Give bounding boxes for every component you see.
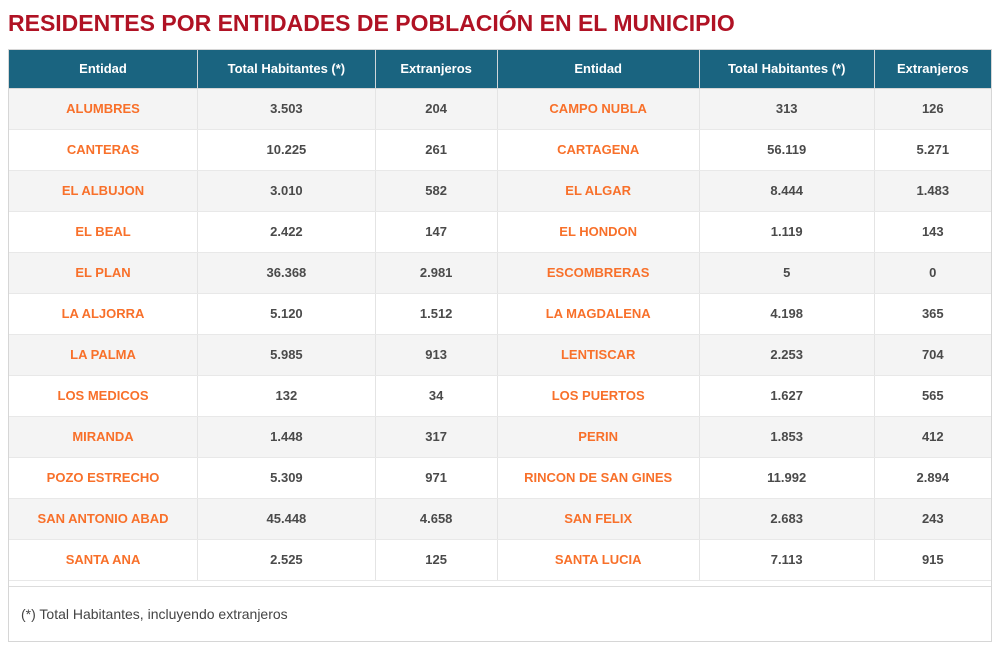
table-row: LA PALMA 5.985 913 LENTISCAR 2.253 704	[9, 334, 991, 376]
extranjeros-cell: 913	[375, 334, 498, 376]
table-row: LOS MEDICOS 132 34 LOS PUERTOS 1.627 565	[9, 375, 991, 417]
total-habitantes-cell: 2.253	[699, 334, 875, 376]
extranjeros-cell: 317	[375, 416, 498, 458]
entity-name-cell: EL PLAN	[9, 252, 199, 294]
table-row: EL BEAL 2.422 147 EL HONDON 1.119 143	[9, 211, 991, 253]
total-habitantes-cell: 5	[699, 252, 875, 294]
extranjeros-cell: 704	[874, 334, 991, 376]
extranjeros-cell: 582	[375, 170, 498, 212]
total-habitantes-cell: 8.444	[699, 170, 875, 212]
entity-name-cell: SAN FELIX	[497, 498, 700, 540]
table-header-row: Entidad Total Habitantes (*) Extranjeros…	[9, 50, 991, 89]
entity-name-cell: SANTA LUCIA	[497, 539, 700, 581]
table-row: SAN ANTONIO ABAD 45.448 4.658 SAN FELIX …	[9, 498, 991, 540]
total-habitantes-cell: 132	[197, 375, 376, 417]
table-row: EL PLAN 36.368 2.981 ESCOMBRERAS 5 0	[9, 252, 991, 294]
header-total-habitantes-left: Total Habitantes (*)	[197, 50, 376, 89]
total-habitantes-cell: 5.120	[197, 293, 376, 335]
extranjeros-cell: 365	[874, 293, 991, 335]
extranjeros-cell: 5.271	[874, 129, 991, 171]
entity-name-cell: EL ALBUJON	[9, 170, 199, 212]
extranjeros-cell: 261	[375, 129, 498, 171]
population-table-container: Entidad Total Habitantes (*) Extranjeros…	[8, 49, 992, 642]
entity-name-cell: CARTAGENA	[497, 129, 700, 171]
total-habitantes-cell: 4.198	[699, 293, 875, 335]
entity-name-cell: POZO ESTRECHO	[9, 457, 199, 499]
extranjeros-cell: 915	[874, 539, 991, 581]
total-habitantes-cell: 3.503	[197, 88, 376, 130]
table-row: MIRANDA 1.448 317 PERIN 1.853 412	[9, 416, 991, 458]
table-footnote: (*) Total Habitantes, incluyendo extranj…	[9, 585, 991, 641]
entity-name-cell: LA PALMA	[9, 334, 199, 376]
entity-name-cell: LA ALJORRA	[9, 293, 199, 335]
table-row: POZO ESTRECHO 5.309 971 RINCON DE SAN GI…	[9, 457, 991, 499]
extranjeros-cell: 565	[874, 375, 991, 417]
total-habitantes-cell: 5.985	[197, 334, 376, 376]
table-row: LA ALJORRA 5.120 1.512 LA MAGDALENA 4.19…	[9, 293, 991, 335]
extranjeros-cell: 2.981	[375, 252, 498, 294]
table-row: CANTERAS 10.225 261 CARTAGENA 56.119 5.2…	[9, 129, 991, 171]
entity-name-cell: SANTA ANA	[9, 539, 199, 581]
total-habitantes-cell: 2.422	[197, 211, 376, 253]
total-habitantes-cell: 1.119	[699, 211, 875, 253]
total-habitantes-cell: 11.992	[699, 457, 875, 499]
extranjeros-cell: 2.894	[874, 457, 991, 499]
entity-name-cell: CAMPO NUBLA	[497, 88, 700, 130]
total-habitantes-cell: 36.368	[197, 252, 376, 294]
extranjeros-cell: 126	[874, 88, 991, 130]
header-extranjeros-right: Extranjeros	[874, 50, 991, 89]
entity-name-cell: LA MAGDALENA	[497, 293, 700, 335]
entity-name-cell: SAN ANTONIO ABAD	[9, 498, 199, 540]
entity-name-cell: CANTERAS	[9, 129, 199, 171]
header-entidad-left: Entidad	[9, 50, 199, 89]
extranjeros-cell: 143	[874, 211, 991, 253]
extranjeros-cell: 243	[874, 498, 991, 540]
total-habitantes-cell: 2.683	[699, 498, 875, 540]
extranjeros-cell: 147	[375, 211, 498, 253]
entity-name-cell: EL ALGAR	[497, 170, 700, 212]
entity-name-cell: ESCOMBRERAS	[497, 252, 700, 294]
extranjeros-cell: 1.483	[874, 170, 991, 212]
extranjeros-cell: 971	[375, 457, 498, 499]
entity-name-cell: EL HONDON	[497, 211, 700, 253]
entity-name-cell: ALUMBRES	[9, 88, 199, 130]
entity-name-cell: LOS PUERTOS	[497, 375, 700, 417]
total-habitantes-cell: 3.010	[197, 170, 376, 212]
entity-name-cell: MIRANDA	[9, 416, 199, 458]
total-habitantes-cell: 5.309	[197, 457, 376, 499]
entity-name-cell: RINCON DE SAN GINES	[497, 457, 700, 499]
page-title: RESIDENTES POR ENTIDADES DE POBLACIÓN EN…	[8, 10, 735, 36]
extranjeros-cell: 412	[874, 416, 991, 458]
table-row: SANTA ANA 2.525 125 SANTA LUCIA 7.113 91…	[9, 539, 991, 581]
total-habitantes-cell: 10.225	[197, 129, 376, 171]
population-table: Entidad Total Habitantes (*) Extranjeros…	[9, 50, 991, 581]
total-habitantes-cell: 313	[699, 88, 875, 130]
total-habitantes-cell: 56.119	[699, 129, 875, 171]
entity-name-cell: PERIN	[497, 416, 700, 458]
table-row: ALUMBRES 3.503 204 CAMPO NUBLA 313 126	[9, 88, 991, 130]
header-total-habitantes-right: Total Habitantes (*)	[699, 50, 875, 89]
header-extranjeros-left: Extranjeros	[375, 50, 498, 89]
extranjeros-cell: 0	[874, 252, 991, 294]
extranjeros-cell: 125	[375, 539, 498, 581]
table-row: EL ALBUJON 3.010 582 EL ALGAR 8.444 1.48…	[9, 170, 991, 212]
entity-name-cell: EL BEAL	[9, 211, 199, 253]
total-habitantes-cell: 1.627	[699, 375, 875, 417]
entity-name-cell: LOS MEDICOS	[9, 375, 199, 417]
extranjeros-cell: 204	[375, 88, 498, 130]
extranjeros-cell: 1.512	[375, 293, 498, 335]
total-habitantes-cell: 2.525	[197, 539, 376, 581]
entity-name-cell: LENTISCAR	[497, 334, 700, 376]
header-entidad-right: Entidad	[497, 50, 700, 89]
total-habitantes-cell: 1.853	[699, 416, 875, 458]
extranjeros-cell: 4.658	[375, 498, 498, 540]
extranjeros-cell: 34	[375, 375, 498, 417]
total-habitantes-cell: 7.113	[699, 539, 875, 581]
total-habitantes-cell: 45.448	[197, 498, 376, 540]
total-habitantes-cell: 1.448	[197, 416, 376, 458]
